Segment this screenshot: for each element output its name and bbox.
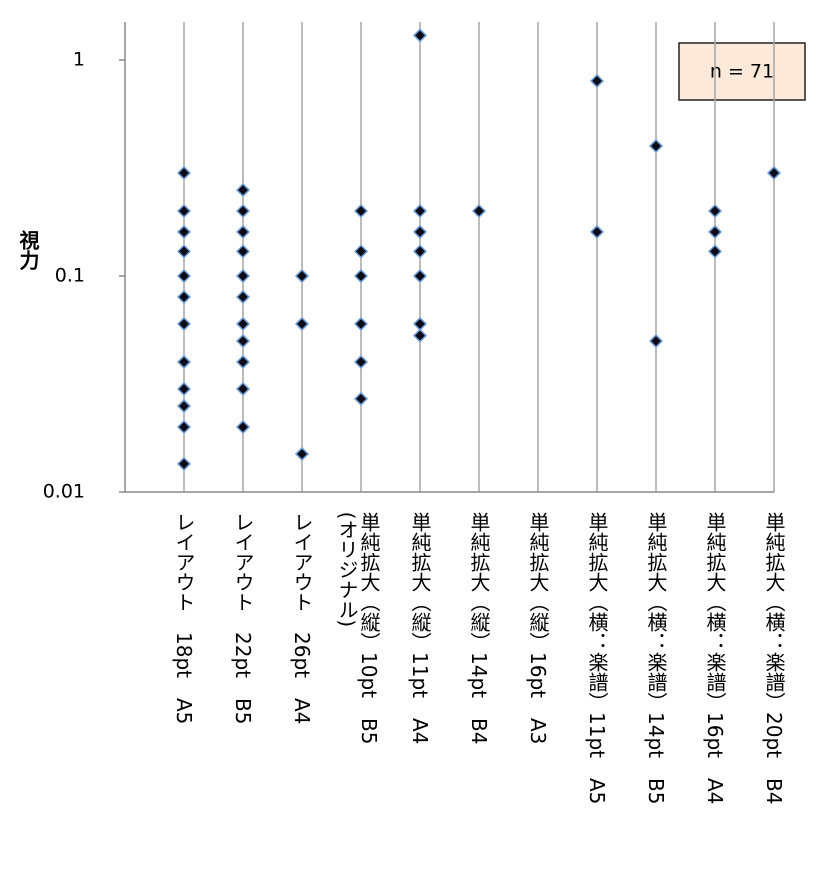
data-point	[471, 203, 487, 219]
data-point	[235, 183, 251, 198]
data-point	[412, 244, 428, 259]
data-point	[235, 268, 251, 284]
data-point	[176, 316, 192, 331]
data-point	[589, 224, 605, 239]
data-point	[353, 268, 369, 284]
x-tick-label: 単純拡大（縦）16pt A3	[526, 512, 550, 745]
data-point	[235, 419, 251, 435]
data-point	[412, 28, 428, 43]
data-point	[766, 165, 782, 181]
data-point	[176, 165, 192, 181]
data-point	[353, 354, 369, 370]
data-point	[707, 224, 723, 239]
data-point	[235, 224, 251, 239]
data-point	[707, 244, 723, 259]
y-tick-label: 0.01	[43, 481, 85, 503]
x-tick-label: 単純拡大（横：楽譜）11pt A5	[585, 512, 609, 805]
data-point	[707, 203, 723, 219]
data-point	[235, 244, 251, 259]
x-tick-label: 単純拡大（縦）14pt B4	[467, 512, 491, 745]
annotation-box	[678, 42, 806, 101]
data-point	[353, 244, 369, 259]
x-tick-label: レイアウト 18pt A5	[172, 512, 196, 724]
y-tick-label: 0.1	[55, 265, 85, 287]
data-point	[176, 419, 192, 435]
data-point	[176, 203, 192, 219]
data-point	[412, 203, 428, 219]
x-tick-label: レイアウト 26pt A4	[290, 512, 314, 724]
data-point	[412, 316, 428, 331]
data-point	[176, 354, 192, 370]
data-point	[353, 203, 369, 219]
data-point	[235, 316, 251, 331]
x-tick-label: 単純拡大（縦）10pt B5(オリジナル)	[335, 512, 381, 745]
data-point	[353, 391, 369, 406]
data-point	[235, 289, 251, 305]
data-point	[648, 138, 664, 154]
data-point	[589, 73, 605, 89]
data-point	[353, 316, 369, 331]
data-point	[412, 224, 428, 239]
data-point	[294, 316, 310, 331]
data-point	[176, 268, 192, 284]
data-point	[176, 456, 192, 471]
data-point	[176, 289, 192, 305]
x-tick-label: レイアウト 22pt B5	[231, 512, 255, 724]
data-point	[235, 381, 251, 397]
x-tick-label: 単純拡大（横：楽譜）16pt A4	[703, 512, 727, 805]
x-tick-label: 単純拡大（縦）11pt A4	[408, 512, 432, 745]
data-point	[176, 224, 192, 239]
x-tick-label: 単純拡大（横：楽譜）20pt B4	[762, 512, 786, 805]
data-point	[176, 381, 192, 397]
data-point	[412, 268, 428, 284]
data-point	[235, 354, 251, 370]
y-axis-label: 視力	[16, 229, 40, 271]
annotation: n = 71	[710, 61, 774, 83]
data-point	[235, 333, 251, 349]
data-point	[648, 333, 664, 349]
y-tick-label: 1	[73, 49, 85, 71]
x-tick-label: 単純拡大（横：楽譜）14pt B5	[644, 512, 668, 805]
data-point	[294, 268, 310, 284]
data-point	[235, 203, 251, 219]
data-point	[412, 328, 428, 343]
data-point	[176, 398, 192, 414]
data-point	[176, 244, 192, 259]
data-point	[294, 446, 310, 462]
